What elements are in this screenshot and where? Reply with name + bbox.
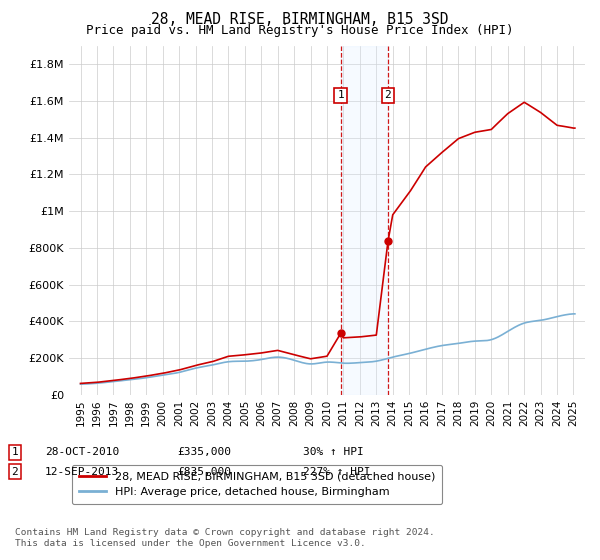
Text: 12-SEP-2013: 12-SEP-2013 [45, 466, 119, 477]
Text: 2: 2 [385, 91, 391, 100]
Text: £835,000: £835,000 [177, 466, 231, 477]
Text: 28-OCT-2010: 28-OCT-2010 [45, 447, 119, 458]
Legend: 28, MEAD RISE, BIRMINGHAM, B15 3SD (detached house), HPI: Average price, detache: 28, MEAD RISE, BIRMINGHAM, B15 3SD (deta… [72, 465, 442, 504]
Text: 28, MEAD RISE, BIRMINGHAM, B15 3SD: 28, MEAD RISE, BIRMINGHAM, B15 3SD [151, 12, 449, 27]
Text: Contains HM Land Registry data © Crown copyright and database right 2024.
This d: Contains HM Land Registry data © Crown c… [15, 528, 435, 548]
Text: 227% ↑ HPI: 227% ↑ HPI [303, 466, 371, 477]
Text: 1: 1 [337, 91, 344, 100]
Text: 2: 2 [11, 466, 19, 477]
Text: 30% ↑ HPI: 30% ↑ HPI [303, 447, 364, 458]
Text: 1: 1 [11, 447, 19, 458]
Text: £335,000: £335,000 [177, 447, 231, 458]
Bar [341, 46, 388, 395]
Text: Price paid vs. HM Land Registry's House Price Index (HPI): Price paid vs. HM Land Registry's House … [86, 24, 514, 37]
